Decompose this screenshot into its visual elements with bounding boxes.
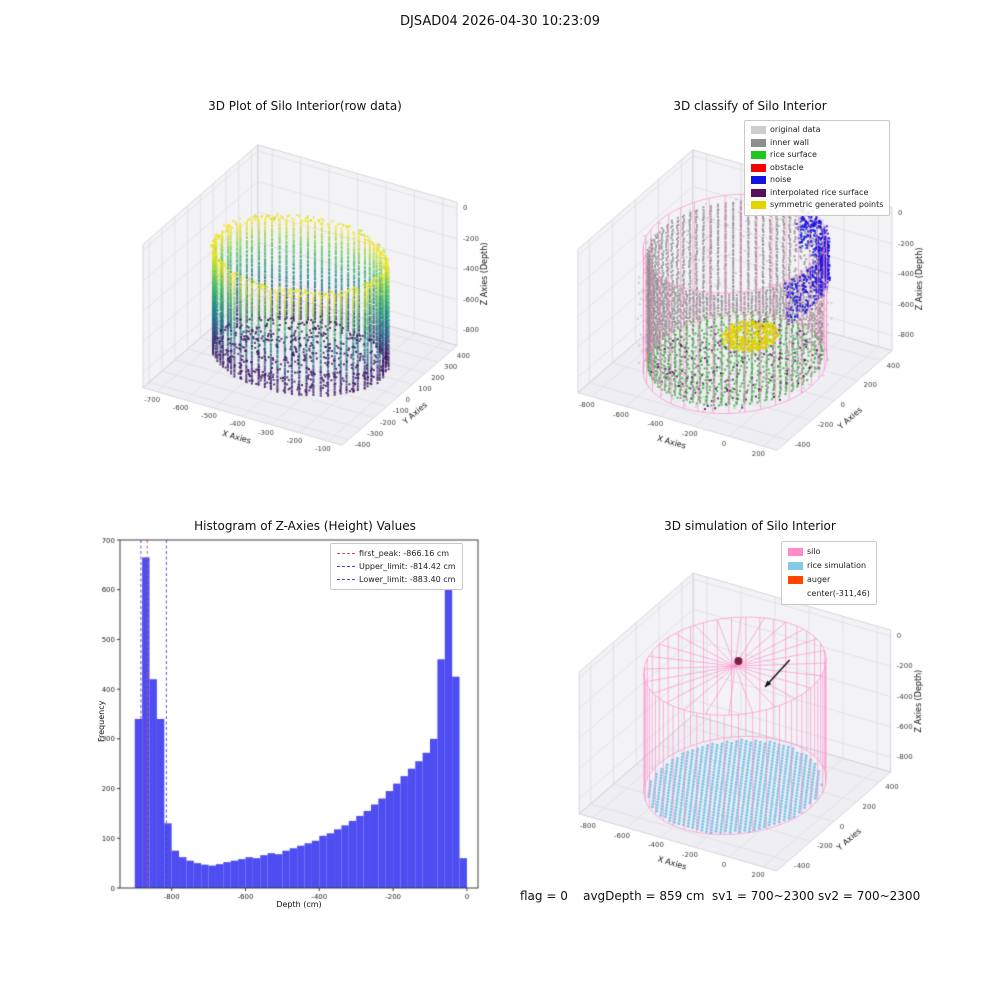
histogram-plot xyxy=(85,532,525,912)
legend-label: inner wall xyxy=(770,137,810,147)
legend-label: obstacle xyxy=(770,162,804,172)
legend-line-swatch xyxy=(337,566,355,567)
legend-item: obstacle xyxy=(751,162,883,175)
classify-legend: original data inner wall rice surface obsta… xyxy=(744,120,891,216)
figure-title: DJSAD04 2026-04-30 10:23:09 xyxy=(400,14,600,29)
legend-item: silo xyxy=(788,545,870,559)
legend-label: rice surface xyxy=(770,150,817,159)
legend-label: silo xyxy=(807,547,821,556)
legend-item: Upper_limit: -814.42 cm xyxy=(337,560,456,573)
legend-color-swatch xyxy=(751,138,766,147)
legend-item: interpolated rice surface xyxy=(751,187,883,200)
legend-item: Lower_limit: -883.40 cm xyxy=(337,573,456,586)
legend-item: noise xyxy=(751,174,883,187)
legend-label: symmetric generated points xyxy=(770,200,884,209)
legend-label: interpolated rice surface xyxy=(770,187,869,197)
legend-label: noise xyxy=(770,175,792,184)
legend-color-swatch xyxy=(788,562,803,570)
histogram-ylabel: Frequency xyxy=(97,700,106,742)
legend-color-swatch xyxy=(788,548,803,556)
subplot-classify-title: 3D classify of Silo Interior xyxy=(673,99,827,113)
legend-line-swatch xyxy=(337,553,355,554)
legend-color-swatch xyxy=(751,151,766,160)
legend-color-swatch xyxy=(751,201,766,210)
legend-label: Lower_limit: -883.40 cm xyxy=(359,575,456,584)
legend-item: first_peak: -866.16 cm xyxy=(337,547,456,560)
status-line: flag = 0 avgDepth = 859 cm sv1 = 700~230… xyxy=(520,889,921,903)
legend-color-swatch xyxy=(751,163,766,172)
legend-color-swatch xyxy=(751,126,766,135)
histogram-xlabel: Depth (cm) xyxy=(276,900,322,909)
raw-data-3d-plot xyxy=(85,115,525,485)
legend-label: auger xyxy=(807,575,831,584)
subplot-raw3d-title: 3D Plot of Silo Interior(row data) xyxy=(208,99,402,113)
legend-label: center(-311,46) xyxy=(807,589,870,598)
simulation-3d-plot xyxy=(530,532,970,912)
legend-label: first_peak: -866.16 cm xyxy=(359,549,450,558)
simulation-legend: silo rice simulation auger center(-311,46) xyxy=(781,541,877,605)
histogram-legend: first_peak: -866.16 cm Upper_limit: -814.… xyxy=(330,543,463,590)
legend-color-swatch xyxy=(788,576,803,584)
legend-item: original data xyxy=(751,124,883,137)
legend-label: Upper_limit: -814.42 cm xyxy=(359,562,456,571)
legend-color-swatch xyxy=(751,176,766,185)
legend-label: rice simulation xyxy=(807,561,867,570)
legend-item: center(-311,46) xyxy=(788,587,870,601)
legend-color-swatch xyxy=(751,188,766,197)
subplot-histogram-title: Histogram of Z-Axies (Height) Values xyxy=(194,519,416,533)
legend-item: rice simulation xyxy=(788,559,870,573)
legend-line-swatch xyxy=(337,579,355,580)
legend-item: inner wall xyxy=(751,137,883,150)
legend-item: symmetric generated points xyxy=(751,199,883,212)
subplot-simulation-title: 3D simulation of Silo Interior xyxy=(664,519,836,533)
legend-item: rice surface xyxy=(751,149,883,162)
legend-label: original data xyxy=(770,125,821,134)
legend-item: auger xyxy=(788,573,870,587)
